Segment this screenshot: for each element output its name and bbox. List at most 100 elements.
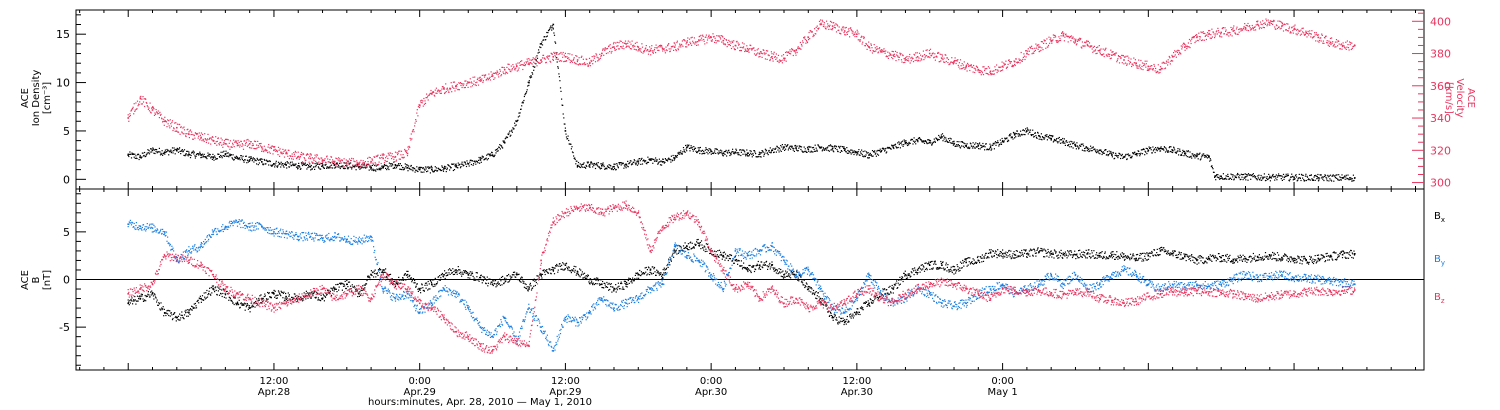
density-series-dot [1183,155,1185,157]
density-series-dot [644,161,646,163]
velocity-series-dot [168,125,170,127]
velocity-series-dot [203,140,205,143]
density-series-dot [460,166,462,168]
velocity-series-dot [569,53,571,55]
density-series-dot [705,147,707,149]
density-series-dot [934,141,936,143]
velocity-series-dot [621,47,623,49]
velocity-series-point [1317,36,1320,39]
density-series-dot [747,155,749,157]
velocity-series-dot [254,148,256,150]
velocity-series-dot [1340,43,1342,45]
density-series-dot [241,158,243,161]
density-series-dot [944,136,946,138]
density-series-dot [893,147,895,150]
density-series-dot [416,166,418,168]
density-series-dot [393,166,395,168]
velocity-series-dot [270,147,272,149]
density-series-dot [1211,165,1213,167]
velocity-series-dot [1329,42,1331,45]
density-series-dot [1290,176,1292,178]
velocity-series-dot [1026,50,1028,52]
velocity-series-dot [1108,53,1110,55]
velocity-series-dot [917,59,919,61]
velocity-series-dot [624,42,626,44]
velocity-series-dot [154,112,156,114]
velocity-series-dot [571,61,574,63]
density-series-dot [903,144,905,146]
velocity-series-dot [885,50,887,52]
density-series-dot [962,145,964,147]
density-series-dot [539,43,541,45]
density-series-dot [571,146,573,148]
density-series-dot [1206,157,1209,159]
velocity-series-dot [847,31,849,33]
density-series-dot [523,99,525,102]
velocity-series-dot [129,115,131,117]
velocity-series-dot [1320,40,1322,42]
density-series-dot [1009,135,1011,137]
velocity-series-dot [297,151,299,153]
velocity-series-dot [965,67,967,69]
density-series-dot [1272,173,1274,176]
density-series-dot [181,150,183,152]
density-series-dot [1299,177,1301,179]
density-series-dot [1341,177,1344,179]
velocity-series-dot [586,63,588,65]
density-series-dot [316,162,318,164]
velocity-series-dot [1020,51,1022,54]
density-series-dot [1172,150,1174,152]
velocity-series-dot [498,76,500,78]
density-series-dot [1178,150,1180,152]
velocity-series-dot [429,92,431,94]
velocity-series-dot [641,43,643,45]
density-series-dot [752,154,754,156]
velocity-series-dot [1110,49,1112,51]
density-series-dot [177,148,179,150]
velocity-series-dot [463,87,465,89]
density-series-dot [1188,156,1191,158]
velocity-series-dot [933,57,935,59]
velocity-series-dot [784,59,786,61]
velocity-series-dot [491,73,493,76]
density-series-dot [679,153,681,155]
density-series-dot [219,156,221,158]
density-series-dot [487,158,489,160]
density-series-dot [814,150,816,152]
density-series-point [491,154,494,156]
density-series-dot [1057,137,1059,139]
velocity-series-point [1111,54,1113,56]
density-series-dot [857,151,859,153]
density-series-dot [588,165,590,167]
density-series-dot [345,164,347,167]
velocity-series-dot [213,140,215,142]
density-series-dot [1243,173,1245,176]
velocity-series-dot [1047,46,1049,48]
density-series-dot [612,166,614,168]
velocity-series-dot [255,148,257,150]
velocity-series-dot [807,36,809,38]
velocity-series-dot [757,52,759,54]
density-series-dot [1343,176,1345,178]
density-series-dot [1147,149,1150,151]
density-series-dot [218,156,221,158]
density-series-dot [392,167,394,169]
density-series-dot [723,153,725,155]
velocity-series-dot [386,160,388,162]
density-series-dot [165,151,168,153]
density-series-dot [1023,133,1025,136]
velocity-series-dot [398,150,400,152]
velocity-series-point [904,59,907,61]
density-series-dot [828,145,830,147]
density-series-dot [1115,152,1117,154]
density-series-dot [255,160,257,162]
density-series-dot [363,163,365,165]
density-series-dot [760,156,762,158]
velocity-series-dot [1165,60,1168,62]
density-series-dot [682,147,685,149]
density-series-dot [781,146,783,148]
density-series-dot [478,156,480,159]
velocity-series-dot [610,47,612,49]
density-series-dot [1075,145,1077,147]
density-series-dot [734,152,736,154]
